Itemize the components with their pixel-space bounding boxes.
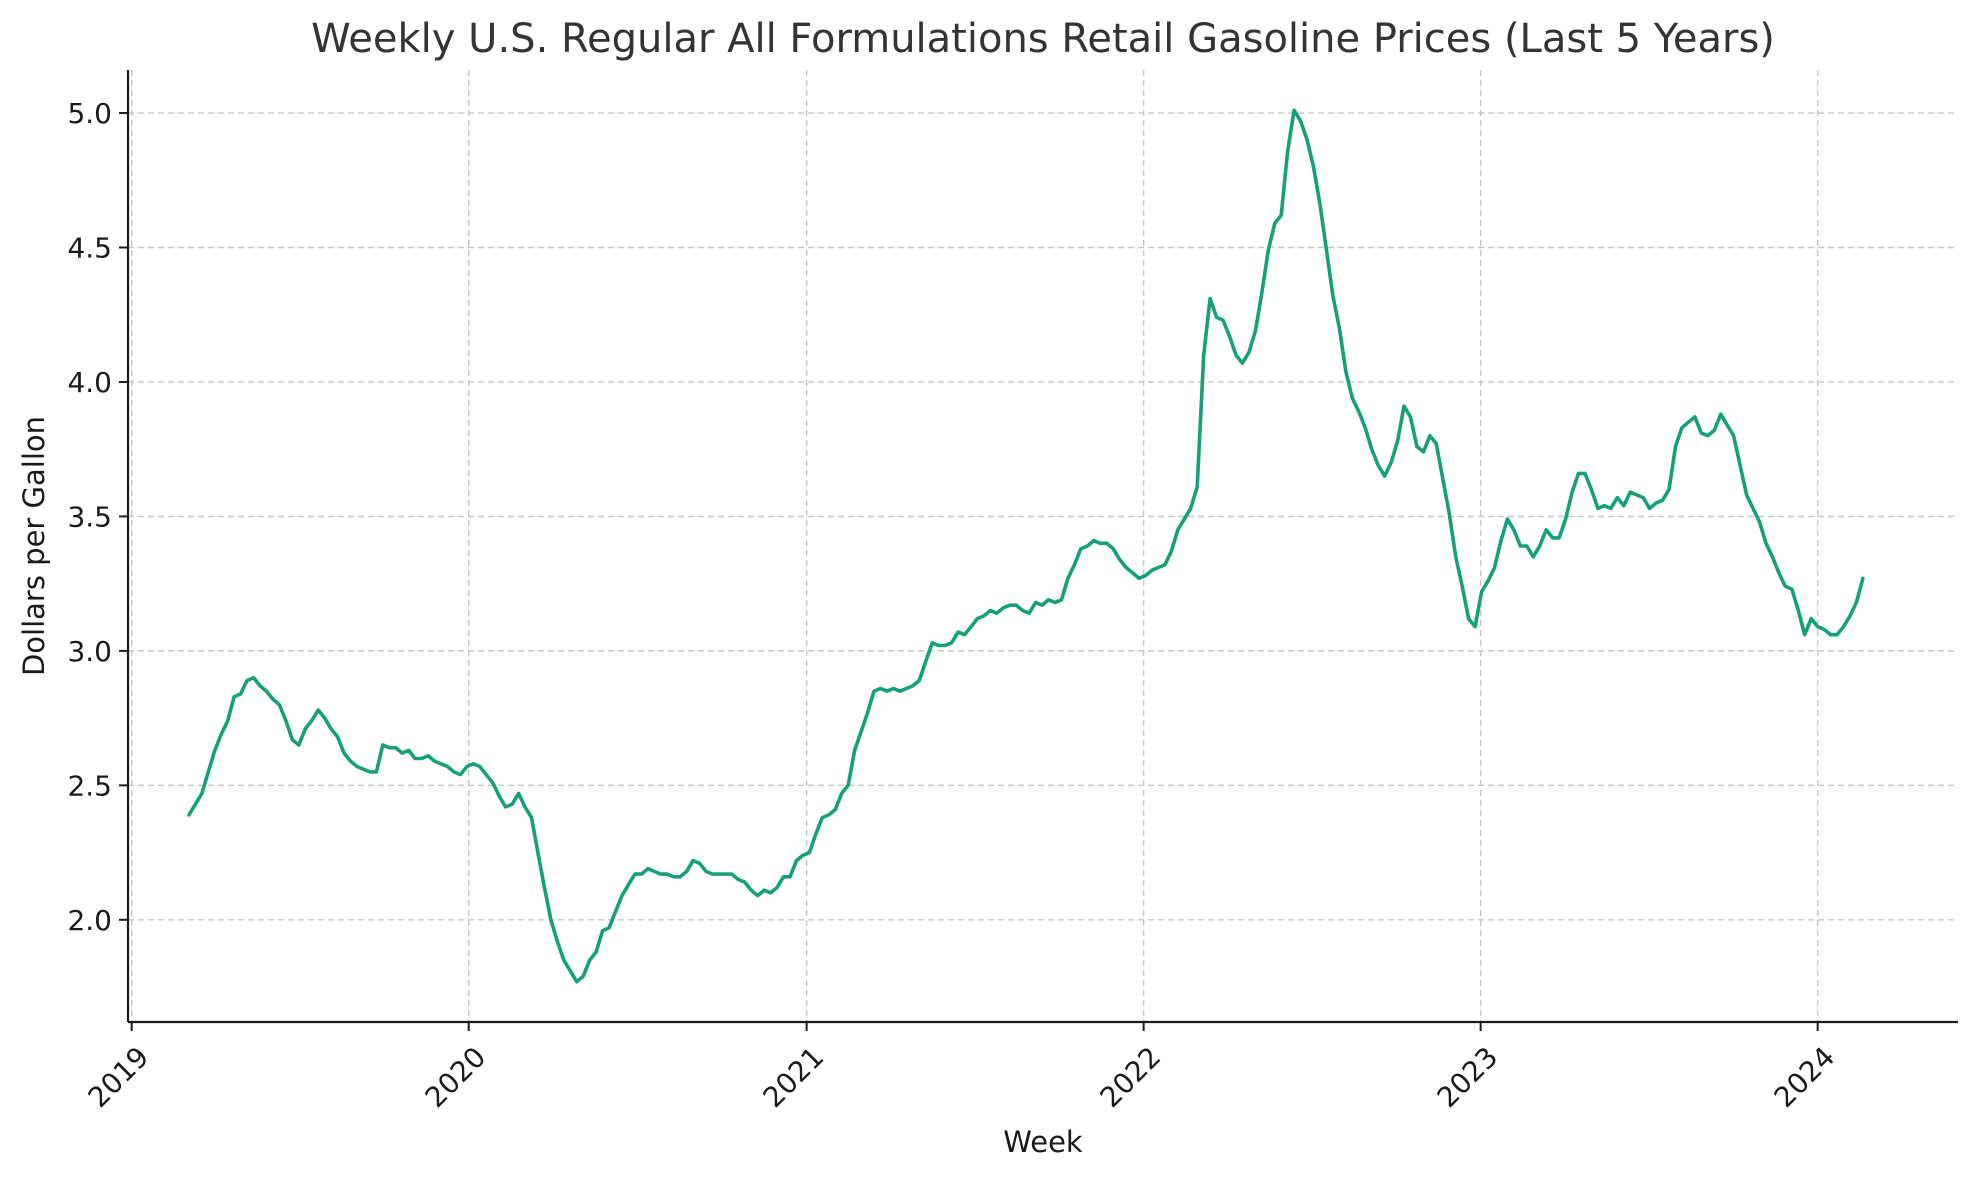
y-axis-label: Dollars per Gallon bbox=[17, 416, 51, 676]
y-tick-label: 4.0 bbox=[67, 366, 112, 399]
x-axis-label: Week bbox=[1003, 1125, 1083, 1159]
y-tick-label: 2.5 bbox=[67, 769, 112, 802]
y-tick-label: 3.0 bbox=[67, 635, 112, 668]
y-tick-label: 2.0 bbox=[67, 904, 112, 937]
axes bbox=[126, 70, 1958, 1024]
series-line bbox=[187, 108, 1865, 984]
chart-title: Weekly U.S. Regular All Formulations Ret… bbox=[311, 16, 1775, 62]
y-tick-label: 3.5 bbox=[67, 500, 112, 533]
y-tick-label: 5.0 bbox=[67, 97, 112, 130]
plot-area bbox=[187, 108, 1865, 984]
y-tick-label: 4.5 bbox=[67, 231, 112, 264]
grid bbox=[128, 70, 1958, 1022]
